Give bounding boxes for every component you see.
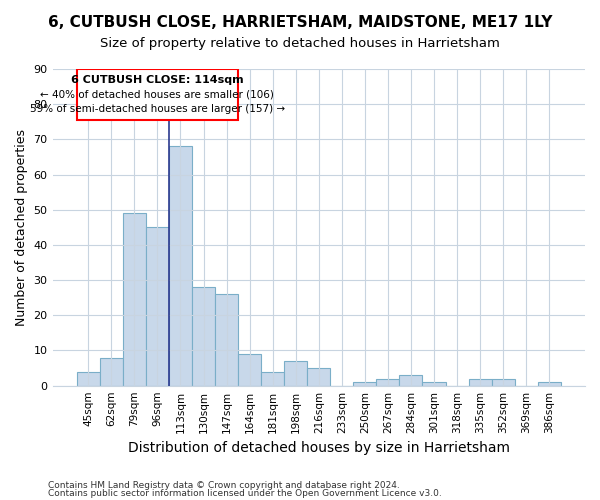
Bar	[376, 378, 400, 386]
Bar	[100, 358, 123, 386]
Bar	[146, 228, 169, 386]
Text: 6 CUTBUSH CLOSE: 114sqm: 6 CUTBUSH CLOSE: 114sqm	[71, 75, 244, 85]
Text: Contains HM Land Registry data © Crown copyright and database right 2024.: Contains HM Land Registry data © Crown c…	[48, 480, 400, 490]
Bar	[491, 378, 515, 386]
Bar	[538, 382, 561, 386]
Text: 6, CUTBUSH CLOSE, HARRIETSHAM, MAIDSTONE, ME17 1LY: 6, CUTBUSH CLOSE, HARRIETSHAM, MAIDSTONE…	[48, 15, 552, 30]
FancyBboxPatch shape	[77, 69, 238, 120]
Bar	[284, 361, 307, 386]
Bar	[469, 378, 491, 386]
Bar	[169, 146, 192, 386]
Bar	[422, 382, 446, 386]
Bar	[215, 294, 238, 386]
Text: Size of property relative to detached houses in Harrietsham: Size of property relative to detached ho…	[100, 38, 500, 51]
Bar	[123, 214, 146, 386]
Text: Contains public sector information licensed under the Open Government Licence v3: Contains public sector information licen…	[48, 489, 442, 498]
Bar	[238, 354, 261, 386]
Bar	[192, 287, 215, 386]
Bar	[77, 372, 100, 386]
Bar	[353, 382, 376, 386]
Bar	[261, 372, 284, 386]
Bar	[307, 368, 330, 386]
Text: 59% of semi-detached houses are larger (157) →: 59% of semi-detached houses are larger (…	[30, 104, 285, 114]
X-axis label: Distribution of detached houses by size in Harrietsham: Distribution of detached houses by size …	[128, 441, 510, 455]
Y-axis label: Number of detached properties: Number of detached properties	[15, 129, 28, 326]
Bar	[400, 375, 422, 386]
Text: ← 40% of detached houses are smaller (106): ← 40% of detached houses are smaller (10…	[40, 90, 274, 100]
